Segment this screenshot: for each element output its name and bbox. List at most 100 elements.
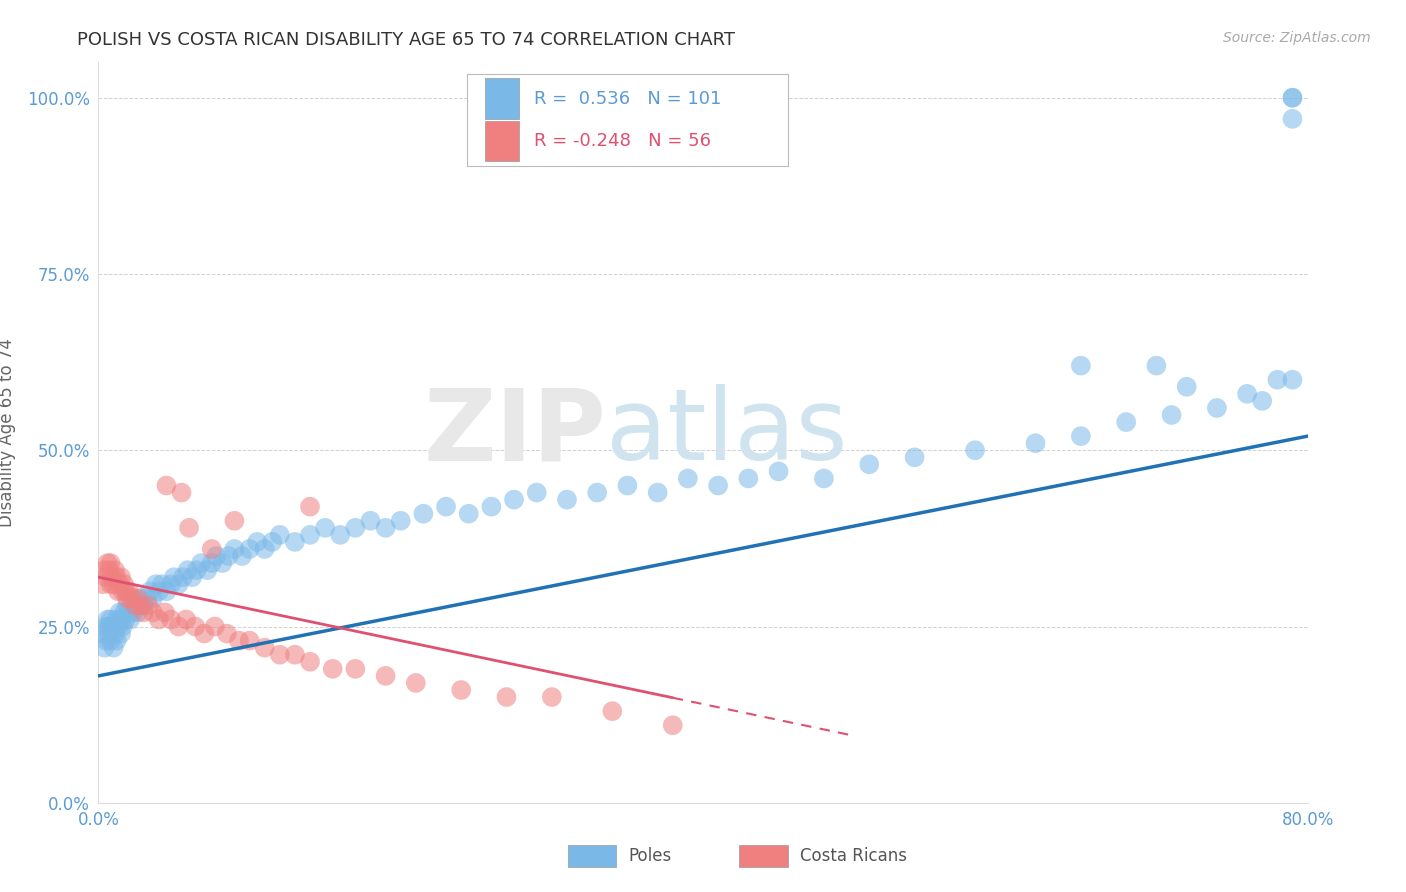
Point xyxy=(142,606,165,620)
Point xyxy=(1160,408,1182,422)
Point xyxy=(176,563,198,577)
Point xyxy=(1281,91,1303,105)
Point xyxy=(105,612,128,626)
Point xyxy=(1115,415,1137,429)
Point xyxy=(110,626,132,640)
Point xyxy=(115,599,138,613)
Point xyxy=(204,619,226,633)
Point xyxy=(503,492,526,507)
Point xyxy=(142,591,165,606)
Point xyxy=(167,577,190,591)
FancyBboxPatch shape xyxy=(740,845,787,867)
Point xyxy=(181,570,204,584)
Point xyxy=(374,521,396,535)
Text: atlas: atlas xyxy=(606,384,848,481)
Point xyxy=(284,648,307,662)
Point xyxy=(112,577,135,591)
Point xyxy=(586,485,609,500)
Point xyxy=(190,556,212,570)
Text: Source: ZipAtlas.com: Source: ZipAtlas.com xyxy=(1223,31,1371,45)
Point xyxy=(107,619,129,633)
Text: Costa Ricans: Costa Ricans xyxy=(800,847,907,865)
Point xyxy=(1175,380,1198,394)
Point xyxy=(299,500,322,514)
Point xyxy=(269,648,291,662)
Point xyxy=(98,619,121,633)
Point xyxy=(91,626,114,640)
Point xyxy=(253,541,276,556)
Point xyxy=(405,676,427,690)
Point xyxy=(139,584,162,599)
Point xyxy=(1070,359,1092,373)
Point xyxy=(94,619,117,633)
Point xyxy=(965,443,987,458)
Point xyxy=(124,599,146,613)
Point xyxy=(1236,387,1258,401)
Point xyxy=(299,528,322,542)
Point xyxy=(101,570,124,584)
Point xyxy=(201,541,224,556)
Point xyxy=(495,690,517,704)
Point xyxy=(329,528,352,542)
Point xyxy=(253,640,276,655)
Point xyxy=(299,655,322,669)
Text: Poles: Poles xyxy=(628,847,671,865)
Point xyxy=(145,577,167,591)
Point xyxy=(122,606,145,620)
Point xyxy=(127,606,149,620)
Point xyxy=(118,584,141,599)
Point xyxy=(94,633,117,648)
Point xyxy=(1206,401,1229,415)
Point xyxy=(434,500,457,514)
Point xyxy=(100,633,122,648)
Point xyxy=(389,514,412,528)
Point xyxy=(163,570,186,584)
Point xyxy=(93,563,115,577)
Point xyxy=(1070,429,1092,443)
Point xyxy=(98,626,121,640)
Point xyxy=(262,535,284,549)
Point xyxy=(111,584,134,599)
Point xyxy=(104,626,127,640)
Point xyxy=(105,633,128,648)
Point xyxy=(540,690,562,704)
Point xyxy=(91,577,114,591)
Point xyxy=(195,563,218,577)
Point xyxy=(768,464,790,478)
Point xyxy=(246,535,269,549)
Point xyxy=(160,612,183,626)
Point xyxy=(148,612,170,626)
Point xyxy=(344,521,367,535)
Point xyxy=(616,478,638,492)
Point xyxy=(647,485,669,500)
Point xyxy=(129,599,152,613)
Point xyxy=(602,704,624,718)
Point xyxy=(94,570,117,584)
Point xyxy=(148,584,170,599)
Point xyxy=(904,450,927,465)
Point xyxy=(108,577,131,591)
Point xyxy=(103,577,125,591)
Point xyxy=(269,528,291,542)
Point xyxy=(193,626,215,640)
Point xyxy=(314,521,336,535)
Point xyxy=(481,500,503,514)
Point xyxy=(1251,393,1274,408)
Text: R = -0.248   N = 56: R = -0.248 N = 56 xyxy=(534,132,710,150)
FancyBboxPatch shape xyxy=(568,845,616,867)
Point xyxy=(132,606,155,620)
Point xyxy=(211,556,233,570)
Point xyxy=(707,478,730,492)
Point xyxy=(228,633,250,648)
Point xyxy=(96,612,118,626)
FancyBboxPatch shape xyxy=(485,78,519,119)
Point xyxy=(150,577,173,591)
Point xyxy=(174,612,197,626)
Point xyxy=(153,606,176,620)
Point xyxy=(120,612,142,626)
Point xyxy=(661,718,683,732)
Point xyxy=(114,584,136,599)
Point xyxy=(205,549,228,563)
Point xyxy=(1267,373,1289,387)
Y-axis label: Disability Age 65 to 74: Disability Age 65 to 74 xyxy=(0,338,15,527)
